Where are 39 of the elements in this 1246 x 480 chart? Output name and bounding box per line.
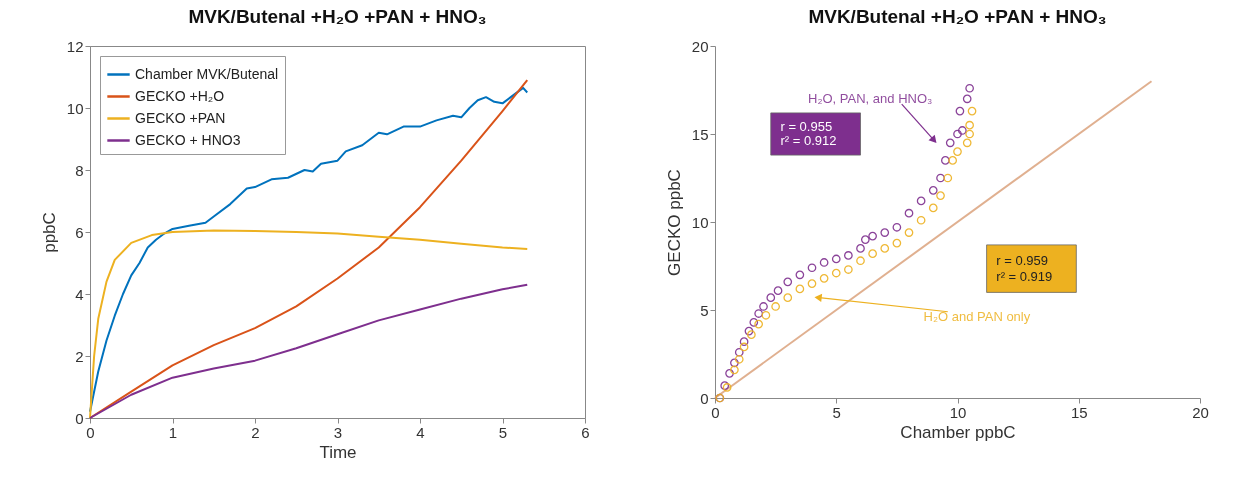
y-axis-title: ppbC [39, 212, 59, 253]
y-tick-label: 5 [700, 301, 709, 319]
annotation: r² = 0.919 [996, 268, 1053, 284]
annotation: H₂O, PAN, and HNO₃ [808, 90, 933, 106]
annotation: H₂O and PAN only [923, 309, 1031, 325]
x-tick-label: 2 [251, 423, 260, 441]
legend-label: GECKO + HNO3 [135, 131, 241, 148]
y-tick-label: 10 [691, 213, 709, 231]
chart-title: MVK/Butenal +H₂O +PAN + HNO₃ [808, 6, 1107, 27]
legend-label: Chamber MVK/Butenal [135, 65, 279, 82]
x-axis-title: Chamber ppbC [900, 422, 1016, 442]
y-tick-label: 20 [691, 37, 709, 55]
x-tick-label: 5 [832, 403, 841, 421]
annotation: r = 0.955 [780, 118, 833, 134]
x-tick-label: 10 [949, 403, 967, 421]
annotation: r = 0.959 [996, 252, 1048, 268]
y-tick-label: 10 [66, 99, 84, 117]
x-tick-label: 0 [86, 423, 95, 441]
y-tick-label: 6 [75, 223, 84, 241]
x-axis-title: Time [319, 442, 357, 462]
x-tick-label: 20 [1192, 403, 1209, 421]
legend-label: GECKO +PAN [135, 109, 226, 126]
y-tick-label: 4 [75, 285, 84, 303]
x-tick-label: 6 [581, 423, 590, 441]
x-tick-label: 15 [1070, 403, 1088, 421]
y-axis-title: GECKO ppbC [664, 169, 684, 276]
y-tick-label: 2 [75, 347, 84, 365]
x-tick-label: 3 [333, 423, 343, 441]
x-tick-label: 0 [711, 403, 720, 421]
y-tick-label: 12 [66, 37, 84, 55]
x-tick-label: 5 [498, 423, 508, 441]
y-tick-label: 15 [691, 125, 709, 143]
y-tick-label: 8 [75, 161, 84, 179]
x-tick-label: 1 [168, 423, 178, 441]
annotation: r² = 0.912 [780, 133, 837, 149]
legend-label: GECKO +H₂O [135, 87, 225, 104]
x-tick-label: 4 [416, 423, 425, 441]
chart-title: MVK/Butenal +H₂O +PAN + HNO₃ [188, 6, 487, 27]
y-tick-label: 0 [700, 389, 709, 407]
